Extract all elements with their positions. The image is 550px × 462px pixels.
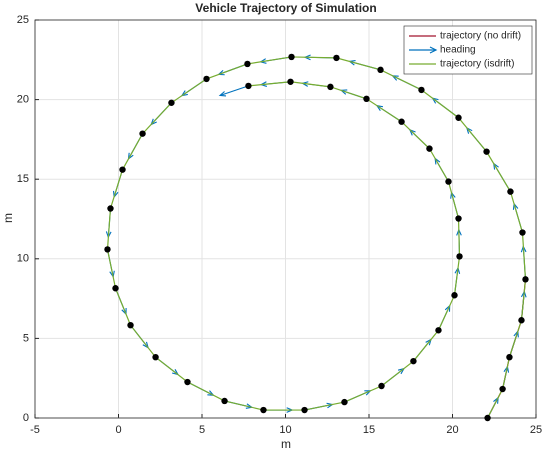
trajectory-point [418, 86, 425, 94]
x-tick-label: 10 [279, 424, 291, 436]
trajectory-point [112, 285, 119, 292]
x-axis-label: m [281, 437, 291, 451]
trajectory-point [333, 54, 340, 62]
y-tick-label: 0 [23, 412, 29, 424]
trajectory-point [455, 215, 462, 222]
trajectory-point [221, 397, 228, 405]
trajectory-point [341, 398, 348, 406]
trajectory-point [455, 114, 462, 121]
x-tick-label: 15 [363, 424, 375, 436]
x-tick-label: 25 [530, 424, 542, 436]
y-tick-label: 20 [17, 94, 29, 106]
x-tick-label: -5 [30, 424, 40, 436]
legend-label: trajectory (isdrift) [440, 59, 514, 70]
trajectory-point [483, 148, 490, 155]
legend-label: trajectory (no drift) [440, 31, 521, 42]
trajectory-point [484, 414, 491, 422]
trajectory-point [451, 292, 458, 299]
heading-arrow [218, 85, 249, 97]
plot-frame [34, 19, 537, 419]
y-tick-label: 10 [17, 253, 29, 265]
y-tick-label: 25 [17, 14, 29, 26]
arrow-shaft [219, 85, 249, 96]
trajectory-point [363, 95, 370, 103]
trajectory-point [107, 205, 114, 212]
trajectory-point [445, 178, 452, 185]
chart-title: Vehicle Trajectory of Simulation [195, 1, 376, 15]
trajectory-point [139, 130, 146, 137]
y-tick-label: 5 [23, 332, 29, 344]
trajectory-point [244, 60, 251, 68]
trajectory-point [127, 321, 134, 329]
trajectory-point [435, 327, 442, 334]
trajectory-point [301, 406, 308, 414]
legend-swatch-head [429, 46, 438, 54]
trajectory-point [184, 378, 191, 386]
trajectory-point [377, 66, 384, 74]
x-tick-label: 20 [446, 424, 458, 436]
trajectory-point [518, 317, 525, 324]
trajectory-point [507, 188, 514, 195]
trajectory-point [506, 353, 513, 361]
trajectory-point [378, 382, 385, 390]
trajectory-point [152, 353, 159, 361]
trajectory-point [499, 385, 506, 393]
trajectory-point [288, 53, 295, 61]
y-axis-label: m [1, 213, 15, 223]
trajectory-point [245, 82, 252, 90]
trajectory-point [119, 166, 126, 173]
trajectory-point [104, 246, 111, 253]
trajectory-point [168, 99, 175, 106]
x-tick-label: 0 [115, 424, 121, 436]
y-tick-label: 15 [17, 173, 29, 185]
arrow-head [218, 91, 227, 97]
trajectory-point [456, 253, 463, 260]
trajectory-point [203, 75, 210, 83]
trajectory-point [398, 118, 405, 125]
legend-label: heading [440, 45, 476, 56]
trajectory-point [327, 83, 334, 91]
trajectory-point [410, 357, 417, 365]
trajectory-point [426, 145, 433, 152]
trajectory-point [522, 276, 529, 283]
trajectory-point [519, 229, 526, 236]
trajectory-point [260, 406, 267, 414]
trajectory-point [287, 78, 294, 85]
x-tick-label: 5 [199, 424, 205, 436]
